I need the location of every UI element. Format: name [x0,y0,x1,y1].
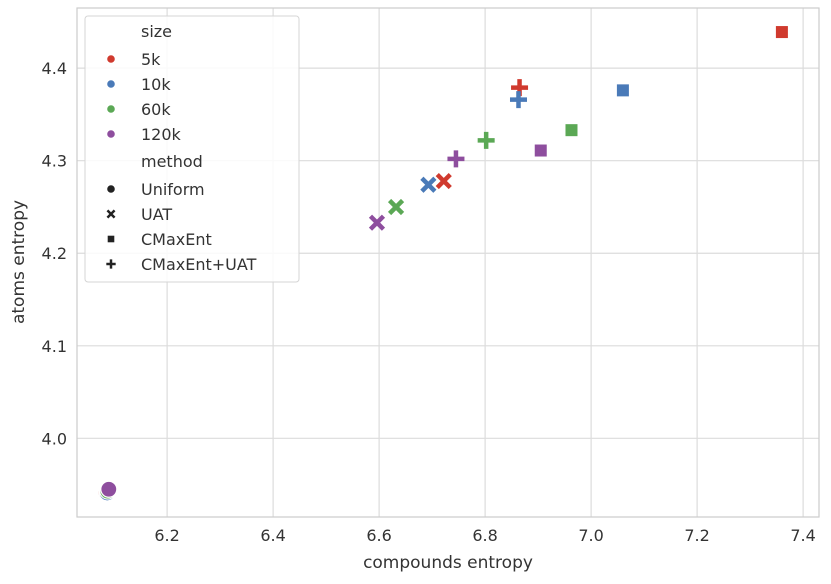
legend: size 5k 10k 60k 120k method Uniform UAT CMaxE… [84,15,300,283]
data-point-120k-cmaxent [534,144,547,157]
x-tick-label: 6.8 [472,526,497,545]
legend-marker-uat [106,209,116,219]
legend-label-cmaxent: CMaxEnt [141,230,212,249]
tick-labels: 6.2 6.4 6.6 6.8 7.0 7.2 7.4 4.0 4.1 4.2 4.3 4.4 [42,59,816,545]
legend-label-cmaxent-uat: CMaxEnt+UAT [141,255,257,274]
legend-marker-120k [105,129,116,140]
legend-marker-5k [105,53,116,64]
legend-marker-cmaxent-uat [106,259,116,269]
x-tick-label: 7.4 [790,526,815,545]
data-point-120k-uat [368,214,386,231]
data-point-60k-cmaxent [565,124,578,137]
data-point-120k-uniform [100,480,118,498]
legend-marker-60k [105,103,116,114]
legend-label-5k: 5k [141,50,161,69]
legend-label-120k: 120k [141,125,182,144]
legend-size-entries: 5k 10k 60k 120k [105,50,182,144]
y-tick-label: 4.1 [42,337,67,356]
data-point-5k-cmaxent [775,26,788,39]
legend-marker-10k [105,78,116,89]
legend-label-uat: UAT [141,205,172,224]
data-point-5k-uat [435,172,452,190]
plot-frame [76,7,820,518]
legend-marker-uniform [105,184,116,195]
data-point-120k-cmaxent-uat [447,150,465,168]
x-tick-label: 6.6 [366,526,391,545]
y-tick-label: 4.3 [42,152,67,171]
data-point-10k-cmaxent [616,84,629,97]
legend-label-60k: 60k [141,100,171,119]
legend-label-uniform: Uniform [141,180,205,199]
x-tick-label: 6.2 [154,526,179,545]
data-point-60k-uat [387,198,405,216]
data-point-60k-cmaxent-uat [477,131,495,149]
legend-label-10k: 10k [141,75,171,94]
legend-size-title: size [141,22,172,41]
legend-method-title: method [141,152,203,171]
y-tick-label: 4.2 [42,244,67,263]
data-point-10k-uat [420,176,437,193]
y-axis-label: atoms entropy [9,200,29,324]
data-point-10k-cmaxent-uat [509,91,527,109]
x-tick-label: 7.0 [578,526,603,545]
y-tick-label: 4.0 [42,429,67,448]
y-tick-label: 4.4 [42,59,67,78]
x-tick-label: 6.4 [260,526,285,545]
legend-method-entries: Uniform UAT CMaxEnt CMaxEnt+UAT [105,180,257,274]
legend-marker-cmaxent [107,235,115,243]
legend-box [84,15,300,283]
x-axis-label: compounds entropy [363,553,533,573]
x-tick-label: 7.2 [684,526,709,545]
data-points [97,26,788,502]
